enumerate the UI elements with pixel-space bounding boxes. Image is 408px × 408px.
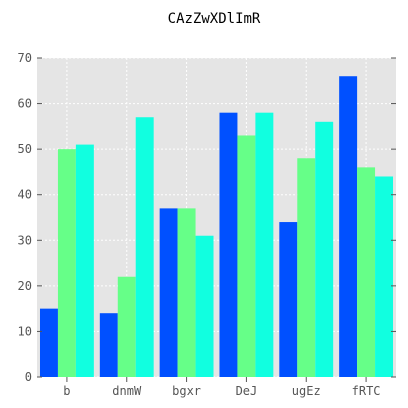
y-tick-label: 60 [18,97,32,111]
bar [195,235,214,377]
bar [75,144,94,377]
y-tick-label: 0 [25,370,32,384]
y-tick-label: 30 [18,233,32,247]
y-tick-label: 70 [18,51,32,65]
plot-background [37,58,396,377]
bars [39,76,394,377]
bar [255,112,274,377]
x-tick-label: fRTC [352,384,381,398]
bar [297,158,316,377]
bar [57,149,76,377]
bar [219,112,238,377]
x-tick-label: dnmW [112,384,142,398]
bar [357,167,376,377]
y-tick-label: 20 [18,279,32,293]
bar [315,121,334,377]
y-tick-label: 50 [18,142,32,156]
bar [375,176,394,377]
y-tick-label: 40 [18,188,32,202]
y-axis-ticks: 0 10 20 30 40 50 60 70 [18,51,396,384]
bar [99,313,118,377]
bar [339,76,358,377]
bar [177,208,196,377]
bar [237,135,256,377]
bar [39,308,58,377]
bar [135,117,154,377]
x-tick-label: b [63,384,70,398]
x-tick-label: ugEz [292,384,321,398]
x-tick-label: bgxr [172,384,201,398]
chart-title: CAzZwXDlImR [168,11,261,27]
bar [159,208,178,377]
x-tick-label: DeJ [236,384,258,398]
y-tick-label: 10 [18,324,32,338]
bar [279,222,298,377]
x-axis-ticks: b dnmW bgxr DeJ ugEz fRTC [63,377,381,398]
bar [117,276,136,377]
